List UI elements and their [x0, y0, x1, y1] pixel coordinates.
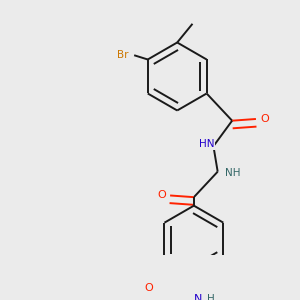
- Text: NH: NH: [225, 168, 241, 178]
- Text: N: N: [194, 294, 202, 300]
- Text: O: O: [145, 283, 153, 293]
- Text: O: O: [157, 190, 166, 200]
- Text: O: O: [260, 114, 269, 124]
- Text: HN: HN: [199, 140, 214, 149]
- Text: H: H: [207, 294, 215, 300]
- Text: Br: Br: [116, 50, 128, 60]
